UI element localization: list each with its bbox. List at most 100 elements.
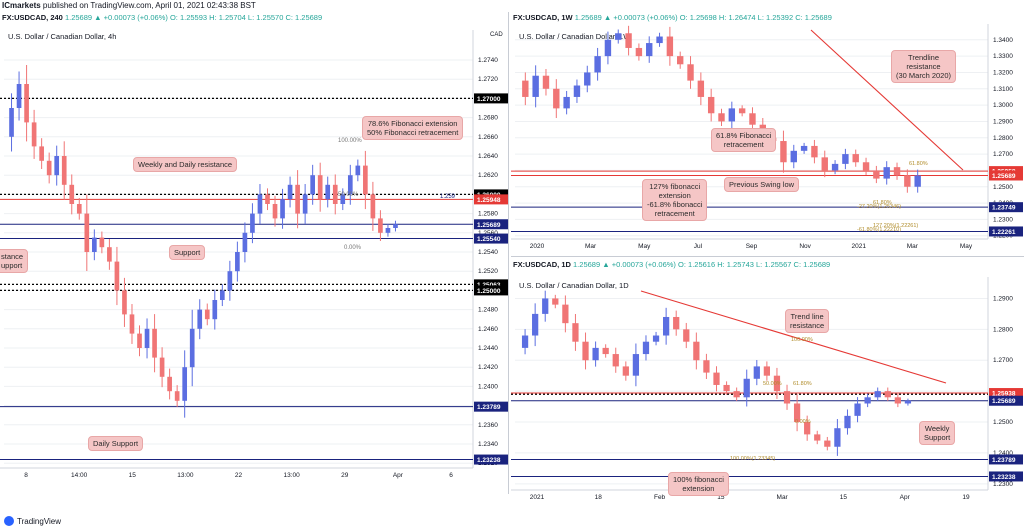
chart-subtitle-daily: U.S. Dollar / Canadian Dollar, 1D [519,281,629,290]
x-tick-label: May [960,243,973,250]
chart-canvas-4h[interactable]: 1.23201.23401.23601.23801.24001.24201.24… [0,12,509,494]
price-tag-label: 1.23749 [992,205,1016,212]
candle-body [137,333,142,348]
candle-body [302,194,308,214]
y-tick-label: 1.2700 [993,357,1013,364]
candle-body [602,347,609,355]
candle-body [864,397,871,404]
candle-body [219,290,225,300]
candle-body [212,300,218,320]
x-tick-label: 22 [235,472,243,479]
candle-body [873,170,880,179]
candle-body [235,252,240,272]
annotation-previous-swing-low: Previous Swing low [724,177,800,192]
x-tick-label: 13:00 [177,472,194,479]
x-tick-label: 15 [840,494,848,501]
x-tick-label: May [638,243,651,250]
candle-body [287,184,293,200]
candle-body [811,145,818,158]
price-tag-label: 1.23238 [992,474,1016,481]
candle-body [663,316,670,336]
candle-body [604,39,612,57]
price-tag-label: 1.27000 [477,96,501,103]
chart-canvas-daily[interactable]: 1.23001.24001.25001.26001.27001.28001.29… [511,259,1024,512]
chart-panel-4h[interactable]: FX:USDCAD, 240 1.25689 ▲ +0.00073 (+0.06… [0,12,509,494]
price-tag [474,285,508,296]
y-tick-label: 1.2900 [993,295,1013,302]
candle-body [54,156,60,176]
candle-body [99,237,105,248]
fib-level-label: 0.00% [795,419,811,425]
candle-body [257,194,263,214]
x-tick-label: 18 [595,494,603,501]
y-tick-label: 1.2720 [478,76,498,83]
annotation-resistance-support: stance upport [0,249,29,273]
annotation-fib618: 61.8% Fibonacci retracement [711,128,777,152]
x-tick-label: 19 [962,494,970,501]
annotation-trendline-resistance-daily: Trend line resistance [785,309,830,333]
tradingview-logo[interactable]: TradingView [4,516,61,526]
candle-body [562,304,569,324]
y-tick-label: 1.2440 [478,345,498,352]
candle-body [904,175,911,187]
candle-body [666,36,674,57]
y-tick-label: 1.2900 [993,118,1013,125]
candle-body [61,156,67,185]
price-tag-label: 1.23789 [992,457,1016,464]
y-tick-label: 1.2460 [478,326,498,333]
candle-body [39,146,44,161]
y-tick-label: 1.2660 [478,134,498,141]
candle-body [884,391,891,398]
candle-body [683,329,690,342]
annotation-fib-extension: 78.6% Fibonacci extension 50% Fibonacci … [362,116,464,140]
candle-body [728,108,736,122]
x-tick-label: 15 [129,472,137,479]
x-tick-label: 29 [341,472,349,479]
candle-body [242,232,248,252]
candle-body [573,85,581,97]
candle-body [814,434,821,441]
candle-body [317,175,323,200]
footer: TradingView [0,512,1024,532]
candle-body [800,145,808,151]
annotation-support: Support [169,245,206,260]
candle-body [834,428,841,447]
symbol-line-daily: FX:USDCAD, 1D 1.25689 ▲ +0.00073 (+0.06%… [513,260,831,269]
candle-body [738,108,746,114]
publish-info: published on TradingView.com, April 01, … [42,1,256,10]
y-tick-label: 1.2480 [478,307,498,314]
y-tick-label: 1.2340 [478,441,498,448]
fib-level-label: 50.00% [338,192,359,198]
candle-body [363,165,368,195]
price-tag [474,454,508,465]
fib-level-label: -61.80%(1.22210) [857,227,901,233]
price-tag [474,233,508,244]
price-tag-label: 1.25938 [992,391,1016,398]
x-tick-label: Mar [777,494,789,501]
candle-body [189,328,195,368]
candle-body [280,199,285,219]
price-tag-label: 1.25689 [992,173,1016,180]
candle-body [159,357,165,377]
candle-body [894,397,901,404]
candle-body [874,391,881,398]
candle-body [572,323,579,342]
candle-body [615,33,622,40]
x-tick-label: Mar [585,243,597,250]
x-tick-label: 14:00 [71,472,88,479]
candle-body [718,113,725,122]
publish-header: ICmarkets published on TradingView.com, … [0,0,1024,12]
x-axis: 8 14:00 15 13:00 22 13:00 29 Apr 6 [0,467,473,479]
candle-body [914,175,921,187]
candle-body [107,247,112,262]
chart-panel-daily[interactable]: FX:USDCAD, 1D 1.25689 ▲ +0.00073 (+0.06%… [511,259,1024,512]
price-tag-label: 1.23238 [477,457,501,464]
candle-body [842,154,849,164]
chart-canvas-weekly[interactable]: 1.22001.23001.24001.25001.26001.27001.28… [511,12,1024,257]
candle-body [592,347,599,361]
price-tag-label: 1.25063 [477,282,501,289]
chart-panel-weekly[interactable]: FX:USDCAD, 1W 1.25689 ▲ +0.00073 (+0.06%… [511,12,1024,257]
candle-body [790,150,797,163]
candle-body [114,261,120,291]
candle-body [542,298,549,314]
